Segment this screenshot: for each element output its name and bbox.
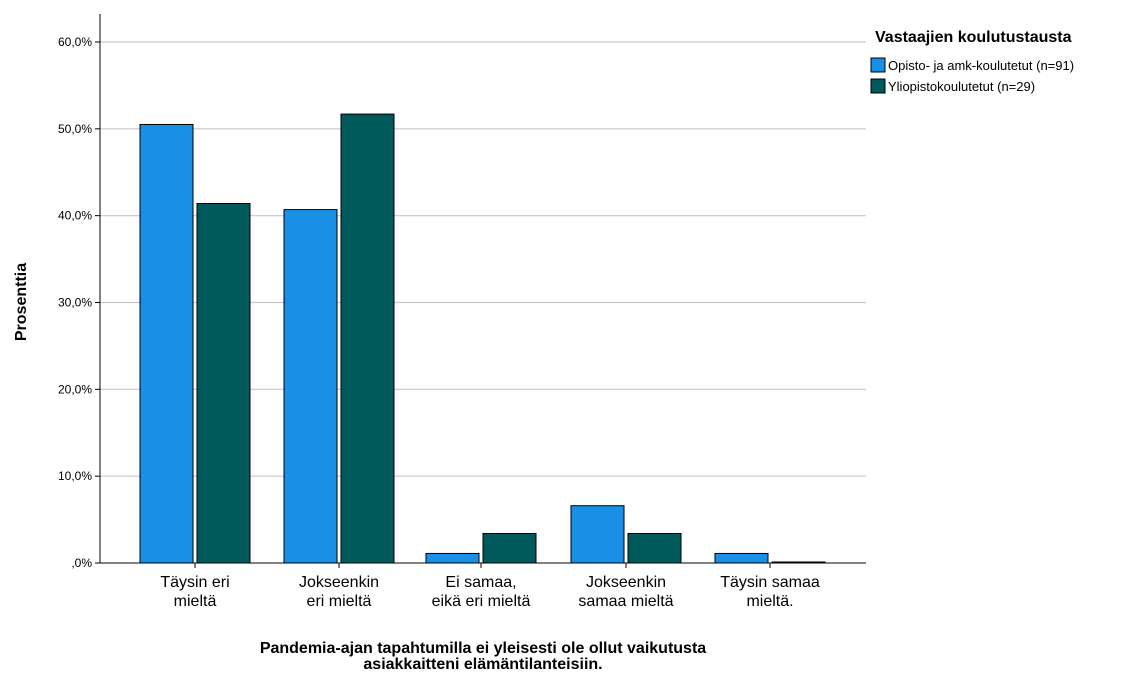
y-tick-label: 20,0% — [58, 382, 92, 396]
bar — [139, 123, 194, 564]
bar — [714, 552, 769, 564]
bar — [570, 505, 625, 564]
bar — [482, 532, 537, 564]
x-category-label-line: Ei samaa, — [445, 574, 516, 591]
x-category-label-line: Täysin samaa — [720, 574, 820, 591]
legend-title: Vastaajien koulutustausta — [875, 29, 1072, 46]
legend-label: Opisto- ja amk-koulutetut (n=91) — [888, 58, 1074, 73]
x-category-label-line: eri mieltä — [307, 593, 372, 610]
bar — [196, 203, 251, 564]
x-category-label-line: samaa mieltä — [578, 593, 673, 610]
x-category-label: Jokseenkin samaa mieltä — [578, 574, 673, 610]
legend-swatch — [870, 57, 886, 73]
x-category-label: Jokseenkin eri mieltä — [299, 574, 379, 610]
y-tick-label: 10,0% — [58, 469, 92, 483]
x-category-label-line: Jokseenkin — [299, 574, 379, 591]
y-tick-label: 60,0% — [58, 35, 92, 49]
x-axis-title-line: asiakkaitteni elämäntilanteisiin. — [363, 656, 602, 673]
x-category-label-line: mieltä — [174, 593, 217, 610]
x-category-label-line: Jokseenkin — [586, 574, 666, 591]
bar — [283, 209, 338, 564]
y-tick-label: 40,0% — [58, 209, 92, 223]
x-axis-title-text: Pandemia-ajan tapahtumilla ei yleisesti … — [260, 640, 706, 673]
legend-swatch — [870, 78, 886, 94]
bar — [627, 532, 682, 564]
y-tick-labels: ,0% 10,0% 20,0% 30,0% 40,0% 50,0% 60,0% — [58, 35, 100, 570]
legend: Vastaajien koulutustausta Opisto- ja amk… — [870, 29, 1074, 94]
bars — [139, 113, 826, 564]
x-category-label-line: Täysin eri — [160, 574, 229, 591]
x-category-label-line: eikä eri mieltä — [432, 593, 531, 610]
y-tick-label: 50,0% — [58, 122, 92, 136]
bar — [340, 113, 395, 564]
axes — [99, 14, 866, 568]
x-axis-title: Pandemia-ajan tapahtumilla ei yleisesti … — [260, 640, 706, 673]
bar — [425, 552, 480, 564]
x-axis-title-line: Pandemia-ajan tapahtumilla ei yleisesti … — [260, 640, 706, 657]
x-category-labels: Täysin eri mieltä Jokseenkin eri mieltä Ei s… — [160, 574, 820, 610]
x-category-label: Täysin samaa mieltä. — [720, 574, 820, 610]
legend-label: Yliopistokoulutetut (n=29) — [888, 79, 1035, 94]
y-axis-title: Prosenttia — [13, 263, 30, 341]
x-category-label: Täysin eri mieltä — [160, 574, 229, 610]
y-tick-label: ,0% — [71, 556, 92, 570]
x-category-label-line: mieltä. — [746, 593, 793, 610]
y-tick-label: 30,0% — [58, 296, 92, 310]
x-category-label: Ei samaa, eikä eri mieltä — [432, 574, 531, 610]
